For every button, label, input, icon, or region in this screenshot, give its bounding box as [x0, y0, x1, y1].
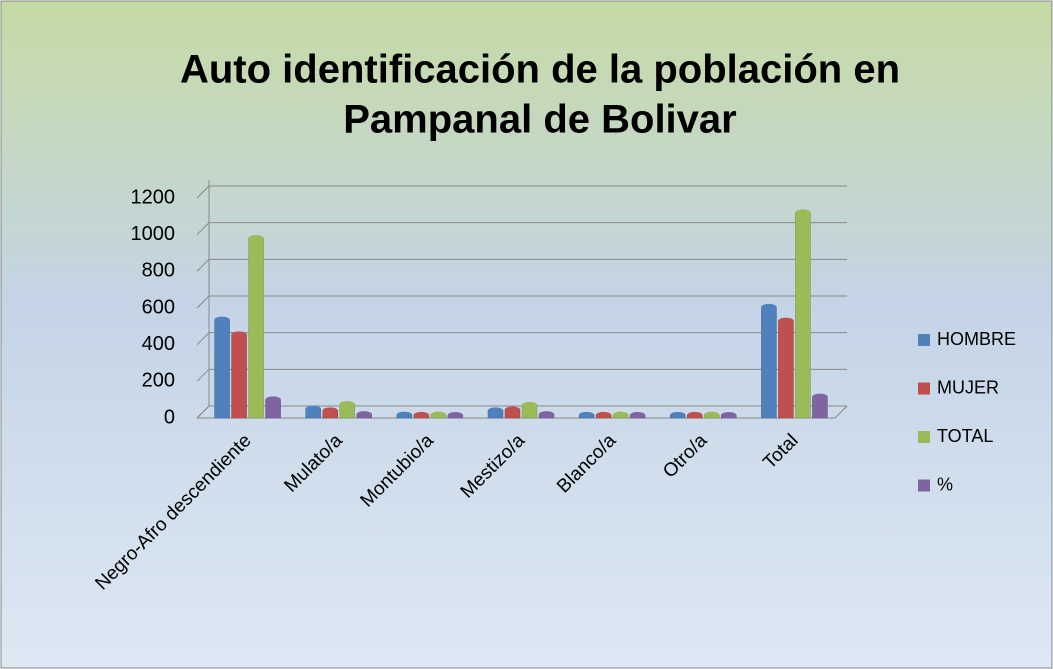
- bar-top: [687, 411, 703, 418]
- legend-swatch: [918, 334, 930, 346]
- grid-line: [196, 368, 847, 382]
- bar-top: [305, 405, 321, 412]
- grid-line: [196, 332, 847, 346]
- bar: [812, 396, 828, 419]
- legend-label: HOMBRE: [937, 329, 1016, 349]
- bar-top: [812, 393, 828, 400]
- grid-line: [196, 295, 847, 309]
- bar-top: [265, 396, 281, 403]
- bar-top: [795, 209, 811, 216]
- bar-top: [778, 317, 794, 324]
- bar-top: [322, 407, 338, 414]
- legend-label: MUJER: [937, 377, 999, 397]
- bar-top: [413, 411, 429, 418]
- bar: [761, 306, 777, 419]
- y-tick-label: 200: [142, 370, 175, 392]
- bar-top: [613, 411, 629, 418]
- bar-top: [596, 411, 612, 418]
- bar-top: [630, 411, 646, 418]
- bar-top: [214, 316, 230, 323]
- bar-top: [231, 331, 247, 338]
- bar: [214, 319, 230, 419]
- bar-top: [670, 411, 686, 418]
- grid-line: [196, 258, 847, 272]
- bar: [248, 237, 264, 419]
- bar-top: [248, 235, 264, 242]
- chart-title: Auto identificación de la población en: [180, 48, 900, 92]
- y-tick-label: 1000: [131, 223, 176, 245]
- bar-top: [505, 406, 520, 413]
- y-tick-label: 1200: [131, 186, 176, 208]
- bar-top: [721, 411, 737, 418]
- bar-top: [447, 411, 463, 418]
- bar: [778, 320, 794, 419]
- grid-line: [196, 405, 847, 419]
- bar-top: [522, 401, 537, 408]
- bar-top: [761, 303, 777, 310]
- chart-title: Pampanal de Bolivar: [343, 98, 736, 142]
- grid-line: [196, 222, 847, 236]
- legend-label: TOTAL: [937, 426, 993, 446]
- bar: [231, 334, 247, 419]
- y-tick-label: 400: [142, 333, 175, 355]
- legend-swatch: [918, 479, 930, 492]
- legend-label: %: [937, 474, 953, 494]
- bar-top: [579, 411, 595, 418]
- y-tick-label: 0: [164, 406, 175, 428]
- bar-top: [339, 401, 355, 407]
- legend-swatch: [918, 382, 930, 395]
- bar: [795, 212, 811, 419]
- y-tick-label: 800: [142, 260, 175, 282]
- bar-top: [539, 411, 554, 418]
- bar-top: [356, 411, 372, 418]
- bar-top: [430, 411, 446, 418]
- bar-top: [704, 411, 720, 418]
- legend-swatch: [918, 431, 930, 443]
- y-tick-label: 600: [142, 296, 175, 318]
- bar-top: [396, 411, 412, 418]
- bar-top: [488, 407, 503, 414]
- grid-line: [196, 185, 847, 199]
